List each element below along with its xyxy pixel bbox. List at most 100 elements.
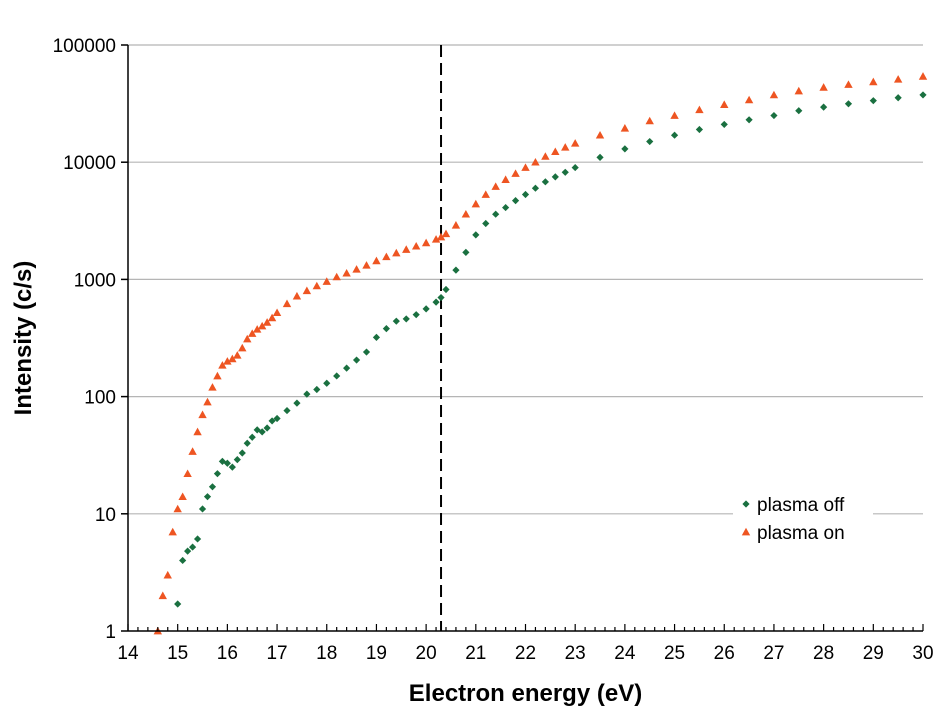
data-point-plasma-on — [342, 268, 351, 277]
data-point-plasma-on — [531, 158, 540, 166]
data-point-plasma-off — [571, 163, 579, 172]
x-tick-label-30: 30 — [912, 643, 933, 664]
data-point-plasma-on — [918, 72, 928, 80]
data-point-plasma-off — [203, 493, 212, 501]
x-tick-label-27: 27 — [763, 643, 784, 664]
x-axis-title: Electron energy (eV) — [409, 680, 642, 707]
data-point-plasma-off — [596, 153, 604, 161]
data-point-plasma-on — [292, 291, 302, 300]
data-point-plasma-on — [769, 90, 779, 99]
data-point-plasma-on — [233, 351, 242, 359]
data-point-plasma-on — [302, 286, 312, 295]
data-point-plasma-on — [228, 354, 237, 363]
x-tick-label-14: 14 — [117, 643, 139, 664]
data-point-plasma-on — [501, 175, 510, 183]
data-point-plasma-on — [163, 570, 172, 579]
legend-background — [733, 487, 873, 545]
data-point-plasma-on — [392, 248, 401, 257]
data-point-plasma-off — [293, 399, 301, 407]
x-tick-label-20: 20 — [416, 643, 437, 664]
x-tick-label-29: 29 — [863, 643, 884, 664]
x-tick-label-16: 16 — [217, 643, 238, 664]
data-point-plasma-off — [362, 348, 371, 356]
data-point-plasma-on — [158, 591, 167, 600]
x-tick-label-25: 25 — [664, 643, 685, 664]
data-point-plasma-on — [282, 299, 292, 308]
data-point-plasma-off — [531, 184, 540, 192]
data-point-plasma-off — [258, 428, 266, 436]
data-point-plasma-on — [511, 169, 520, 177]
data-point-plasma-off — [352, 356, 361, 364]
data-point-plasma-on — [267, 313, 277, 322]
data-point-plasma-off — [179, 556, 187, 565]
data-point-plasma-on — [272, 308, 282, 317]
data-point-plasma-off — [228, 463, 236, 471]
series-layer — [153, 72, 928, 635]
data-point-plasma-on — [481, 190, 490, 198]
data-point-plasma-off — [561, 168, 569, 176]
legend-marker-plasma-off — [742, 500, 750, 508]
data-point-plasma-off — [462, 248, 470, 256]
data-point-plasma-off — [745, 116, 753, 124]
legend-label-plasma-on: plasma on — [757, 523, 845, 544]
data-point-plasma-on — [819, 83, 828, 91]
data-point-plasma-on — [521, 163, 530, 171]
data-point-plasma-off — [218, 457, 227, 465]
y-tick-label-100000: 100000 — [53, 36, 116, 57]
data-point-plasma-off — [198, 505, 207, 513]
data-point-plasma-on — [208, 383, 217, 391]
data-point-plasma-on — [541, 152, 550, 160]
data-point-plasma-off — [695, 125, 704, 134]
data-point-plasma-on — [551, 147, 560, 156]
data-point-plasma-off — [238, 449, 246, 457]
data-point-plasma-off — [333, 372, 341, 380]
data-point-plasma-off — [184, 547, 192, 555]
data-point-plasma-off — [820, 103, 828, 111]
data-point-plasma-on — [893, 75, 903, 83]
data-point-plasma-on — [570, 139, 580, 147]
data-point-plasma-on — [193, 427, 202, 436]
data-point-plasma-off — [919, 91, 927, 99]
data-point-plasma-off — [268, 417, 276, 425]
data-point-plasma-off — [795, 107, 803, 115]
data-point-plasma-on — [402, 245, 411, 253]
data-point-plasma-off — [263, 424, 271, 432]
series-plasma-off — [174, 91, 927, 608]
data-point-plasma-on — [441, 229, 451, 238]
data-point-plasma-on — [645, 116, 654, 125]
x-tick-label-17: 17 — [266, 643, 287, 664]
tick-layer: 1 10 100 1000 10000 100000 14 15 16 17 18 19 20 21 22 2… — [53, 36, 934, 664]
data-point-plasma-on — [203, 397, 212, 406]
legend-marker-plasma-on — [741, 527, 751, 536]
data-point-plasma-off — [621, 145, 629, 153]
data-point-plasma-on — [262, 318, 272, 326]
data-point-plasma-on — [744, 95, 754, 104]
x-tick-label-22: 22 — [515, 643, 536, 664]
data-point-plasma-off — [412, 311, 420, 319]
data-point-plasma-on — [844, 80, 853, 88]
data-point-plasma-on — [322, 277, 331, 285]
y-tick-label-10: 10 — [95, 505, 116, 526]
legend-triangle-icon — [741, 527, 751, 536]
data-point-plasma-on — [411, 241, 421, 250]
y-tick-label-1000: 1000 — [74, 270, 116, 291]
x-tick-label-15: 15 — [167, 643, 188, 664]
data-point-plasma-on — [257, 321, 267, 330]
data-point-plasma-off — [313, 385, 321, 394]
data-point-plasma-off — [248, 433, 256, 441]
data-point-plasma-on — [252, 325, 262, 333]
data-point-plasma-off — [193, 535, 202, 543]
data-point-plasma-off — [174, 600, 182, 608]
data-point-plasma-off — [213, 470, 222, 478]
y-axis-title: Intensity (c/s) — [10, 261, 37, 416]
data-point-plasma-on — [382, 252, 391, 261]
data-point-plasma-on — [436, 232, 446, 241]
data-point-plasma-on — [198, 410, 207, 419]
x-tick-label-28: 28 — [813, 643, 834, 664]
data-point-plasma-off — [188, 543, 197, 551]
data-point-plasma-on — [491, 182, 500, 190]
x-tick-label-21: 21 — [465, 643, 486, 664]
data-point-plasma-off — [502, 203, 510, 212]
data-point-plasma-on — [312, 281, 322, 290]
